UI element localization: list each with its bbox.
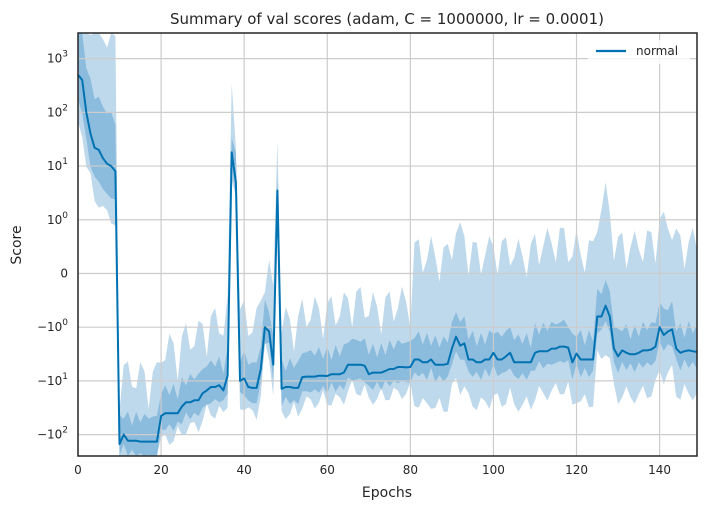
x-tick-label: 0 — [74, 463, 82, 477]
y-tick-labels: 103 102 101 100 0 −100 −101 −102 — [37, 50, 68, 442]
chart-title: Summary of val scores (adam, C = 1000000… — [170, 10, 604, 28]
x-tick-label: 100 — [482, 463, 505, 477]
y-axis-label: Score — [9, 225, 25, 264]
legend: normal — [588, 40, 690, 64]
x-tick-label: 80 — [403, 463, 418, 477]
x-tick-label: 120 — [565, 463, 588, 477]
y-tick-label: 0 — [60, 266, 68, 280]
x-tick-label: 40 — [237, 463, 252, 477]
y-tick-label: 103 — [47, 50, 68, 66]
y-tick-label: −100 — [37, 318, 68, 334]
x-tick-labels: 0 20 40 60 80 100 120 140 — [74, 463, 671, 477]
y-tick-label: 101 — [47, 157, 68, 173]
y-tick-label: 100 — [47, 211, 68, 227]
x-axis-label: Epochs — [362, 485, 412, 501]
x-tick-label: 20 — [153, 463, 168, 477]
confidence-bands — [78, 33, 697, 456]
x-tick-label: 140 — [648, 463, 671, 477]
y-tick-label: 102 — [47, 103, 68, 119]
y-tick-label: −102 — [37, 426, 68, 442]
x-tick-label: 60 — [320, 463, 335, 477]
y-tick-label: −101 — [37, 372, 68, 388]
legend-label-normal: normal — [636, 44, 678, 58]
